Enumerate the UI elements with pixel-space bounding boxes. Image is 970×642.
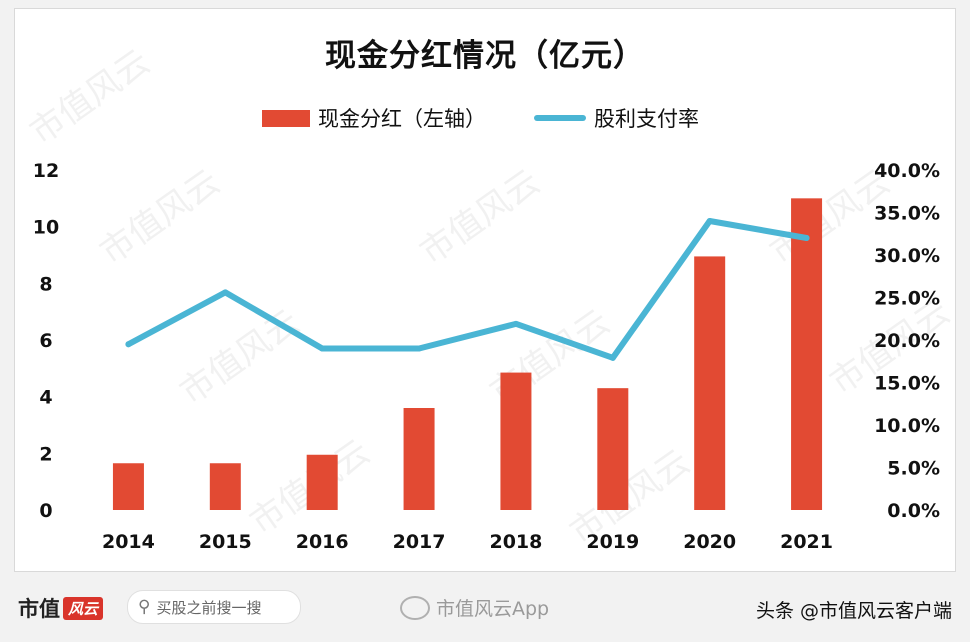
bar <box>791 198 823 511</box>
x-tick-label: 2015 <box>199 531 252 553</box>
line-point <box>416 345 423 352</box>
y-right-tick-label: 20.0% <box>874 330 940 352</box>
y-right-tick-label: 30.0% <box>874 245 940 267</box>
y-right-tick-label: 40.0% <box>874 160 940 182</box>
x-tick-label: 2019 <box>586 531 639 553</box>
footer-logo-mark: 风云 <box>63 596 104 620</box>
line-series <box>125 218 810 361</box>
line-point <box>803 235 810 241</box>
legend-line-swatch <box>534 115 586 121</box>
line-point <box>222 289 229 296</box>
bar <box>500 372 532 510</box>
x-tick-label: 2016 <box>296 531 349 553</box>
footer: 市值 风云 ⚲ 买股之前搜一搜 市值风云App 头条 @市值风云客户端 <box>0 580 970 642</box>
y-left-tick-label: 2 <box>39 443 52 465</box>
legend-line-label: 股利支付率 <box>594 107 699 131</box>
search-box[interactable]: ⚲ 买股之前搜一搜 <box>127 590 301 624</box>
y-left-tick-label: 10 <box>33 217 59 239</box>
bar <box>694 256 726 510</box>
source-credit: 头条 @市值风云客户端 <box>755 600 952 622</box>
x-tick-label: 2020 <box>683 531 736 553</box>
line-point <box>706 218 713 224</box>
search-icon: ⚲ <box>138 597 151 617</box>
y-right-tick-label: 5.0% <box>887 458 940 480</box>
y-left-tick-label: 0 <box>39 500 52 522</box>
search-placeholder: 买股之前搜一搜 <box>156 598 262 617</box>
legend-bar-label: 现金分红（左轴） <box>318 107 486 131</box>
chart-title: 现金分红情况（亿元） <box>325 38 645 74</box>
y-right-tick-label: 35.0% <box>874 203 940 225</box>
weibo-icon <box>400 595 430 620</box>
footer-logo-text: 市值 <box>18 597 60 621</box>
bar <box>209 463 241 510</box>
line-point <box>609 354 616 361</box>
footer-logo[interactable]: 市值 风云 <box>18 593 104 623</box>
bar <box>403 408 435 510</box>
y-right-tick-label: 15.0% <box>874 373 940 395</box>
y-left-tick-label: 4 <box>39 387 52 409</box>
legend: 现金分红（左轴） 股利支付率 <box>262 103 699 133</box>
x-tick-label: 2021 <box>780 531 833 553</box>
x-tick-label: 2018 <box>489 531 542 553</box>
y-left-tick-label: 8 <box>39 273 52 295</box>
y-left-tick-label: 6 <box>39 330 52 352</box>
y-right-tick-label: 0.0% <box>887 500 940 522</box>
line-point <box>319 345 326 352</box>
weibo-text: 市值风云App <box>436 598 550 620</box>
bar <box>597 388 629 510</box>
x-tick-label: 2014 <box>102 531 155 553</box>
bar <box>112 463 144 510</box>
legend-bar-swatch <box>262 109 310 127</box>
y-right-tick-label: 10.0% <box>874 415 940 437</box>
y-left-tick-label: 12 <box>33 160 59 182</box>
x-tick-label: 2017 <box>393 531 446 553</box>
chart-plot: 0 2 4 6 8 10 12 0.0% 5.0% 10.0% 15.0% 20.0% 25.0% 30.… <box>33 160 940 553</box>
y-right-tick-label: 25.0% <box>874 288 940 310</box>
bar <box>306 454 338 510</box>
line-point <box>125 341 132 348</box>
weibo-watermark: 市值风云App <box>400 594 549 621</box>
line-point <box>512 320 519 327</box>
